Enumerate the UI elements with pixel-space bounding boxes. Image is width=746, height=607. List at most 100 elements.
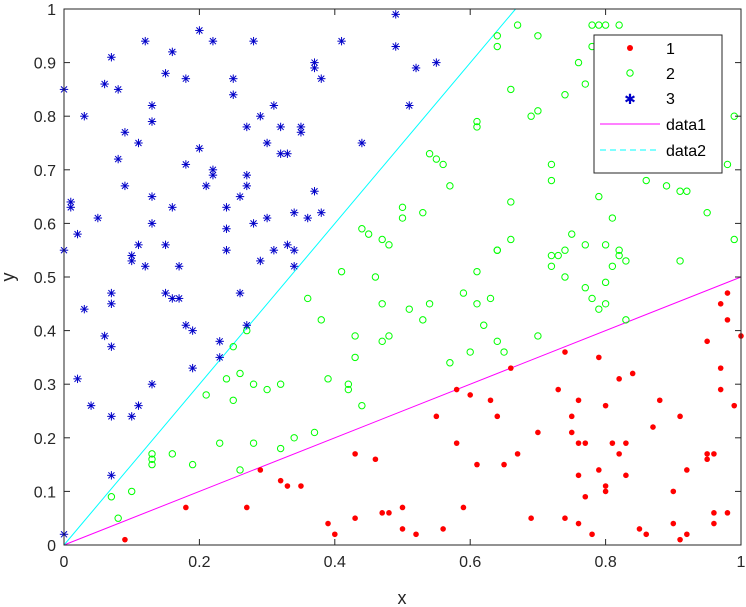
point-series-2-52 (466, 348, 474, 356)
point-series-2-45 (425, 300, 434, 308)
point-series-2-111 (581, 80, 589, 88)
point-series-1-19 (453, 386, 460, 393)
point-series-3-34 (147, 117, 157, 126)
point-series-3-10 (93, 213, 103, 223)
point-series-3-49 (195, 144, 204, 153)
point-series-3-89 (317, 74, 326, 83)
point-series-3-80 (289, 208, 299, 217)
point-series-2-25 (324, 375, 332, 383)
point-series-3-39 (168, 203, 177, 212)
y-tick-label: 0.5 (34, 270, 56, 287)
ticks-layer: 0 0.2 0.4 0.6 0.8 1 0 0.1 0.2 0.3 0.4 0.5 0.6 0.7 0.8 0… (34, 2, 746, 571)
point-series-3-65 (242, 181, 251, 191)
point-series-2-91 (601, 278, 610, 287)
point-series-3-62 (235, 192, 245, 201)
point-series-3-64 (242, 321, 251, 330)
point-series-1-41 (582, 493, 589, 500)
point-series-2-70 (534, 32, 542, 40)
point-series-1-42 (589, 531, 595, 538)
point-series-2-99 (622, 316, 630, 324)
point-series-3-25 (127, 256, 136, 266)
point-series-2-28 (344, 385, 353, 394)
point-series-1-10 (352, 515, 358, 521)
point-series-2-46 (425, 150, 434, 158)
point-series-2-92 (601, 300, 610, 308)
point-series-1-32 (562, 349, 568, 355)
point-series-2-83 (581, 284, 589, 292)
point-series-1-3 (257, 467, 264, 473)
point-series-3-67 (242, 122, 251, 132)
point-series-2-6 (168, 450, 177, 458)
point-series-2-26 (337, 267, 346, 276)
point-series-2-5 (148, 450, 156, 458)
point-series-1-77 (704, 456, 710, 463)
point-series-3-68 (249, 219, 258, 228)
point-series-2-72 (534, 332, 542, 340)
point-series-3-12 (100, 331, 109, 341)
point-series-2-76 (547, 262, 556, 270)
point-series-2-110 (730, 235, 738, 244)
point-series-2-50 (446, 182, 454, 190)
points-layer (59, 10, 744, 543)
point-series-1-66 (711, 510, 717, 516)
point-series-3-55 (215, 353, 224, 362)
point-series-2-24 (317, 316, 325, 324)
point-series-1-16 (413, 531, 419, 538)
point-series-2-62 (493, 42, 501, 51)
point-series-1-68 (711, 520, 717, 527)
point-series-1-35 (568, 429, 575, 436)
point-series-2-3 (148, 455, 156, 463)
point-series-2-33 (364, 230, 373, 238)
point-series-3-17 (107, 412, 116, 421)
point-series-1-43 (596, 354, 602, 361)
point-series-3-85 (303, 213, 312, 223)
point-series-3-6 (73, 374, 82, 384)
point-series-3-44 (181, 160, 191, 169)
point-series-1-36 (575, 397, 582, 404)
point-series-3-15 (107, 299, 116, 308)
point-series-3-36 (161, 288, 170, 298)
point-series-3-11 (100, 79, 109, 89)
point-series-1-53 (629, 370, 636, 377)
point-series-1-65 (704, 451, 710, 457)
point-series-3-92 (357, 138, 367, 148)
y-tick-label: 0.4 (34, 324, 56, 341)
point-series-3-60 (229, 74, 238, 83)
point-series-1-63 (684, 467, 690, 473)
point-series-1-48 (609, 440, 616, 446)
point-series-2-30 (351, 353, 359, 362)
point-series-2-84 (581, 241, 589, 249)
point-series-2-44 (419, 316, 427, 324)
point-series-2-87 (595, 305, 603, 313)
x-tick-label: 0.8 (594, 554, 616, 571)
point-series-2-77 (554, 251, 562, 260)
x-tick-label: 1 (737, 554, 746, 571)
point-series-3-72 (262, 213, 272, 223)
point-series-1-22 (467, 392, 474, 398)
point-series-2-39 (385, 332, 393, 340)
point-series-2-80 (561, 273, 569, 281)
point-series-3-19 (113, 85, 123, 94)
point-series-3-41 (168, 47, 177, 57)
point-series-3-28 (134, 138, 143, 148)
point-series-3-82 (289, 262, 299, 271)
point-series-3-75 (269, 101, 279, 110)
point-series-3-95 (405, 101, 414, 110)
y-tick-label: 0.2 (34, 431, 56, 448)
point-series-2-79 (561, 91, 569, 99)
point-series-2-4 (148, 460, 156, 469)
point-series-2-41 (398, 214, 407, 222)
point-series-2-17 (249, 380, 258, 388)
point-series-3-43 (174, 262, 184, 271)
point-series-3-58 (222, 224, 231, 233)
point-series-2-54 (473, 300, 481, 308)
y-tick-label: 0.6 (34, 216, 56, 233)
point-series-3-56 (215, 337, 224, 346)
point-series-1-1 (183, 504, 189, 511)
point-series-2-73 (547, 176, 556, 185)
point-series-3-14 (107, 288, 116, 298)
point-series-2-0 (107, 493, 116, 501)
point-series-2-1 (114, 514, 122, 522)
point-series-1-11 (372, 456, 379, 463)
